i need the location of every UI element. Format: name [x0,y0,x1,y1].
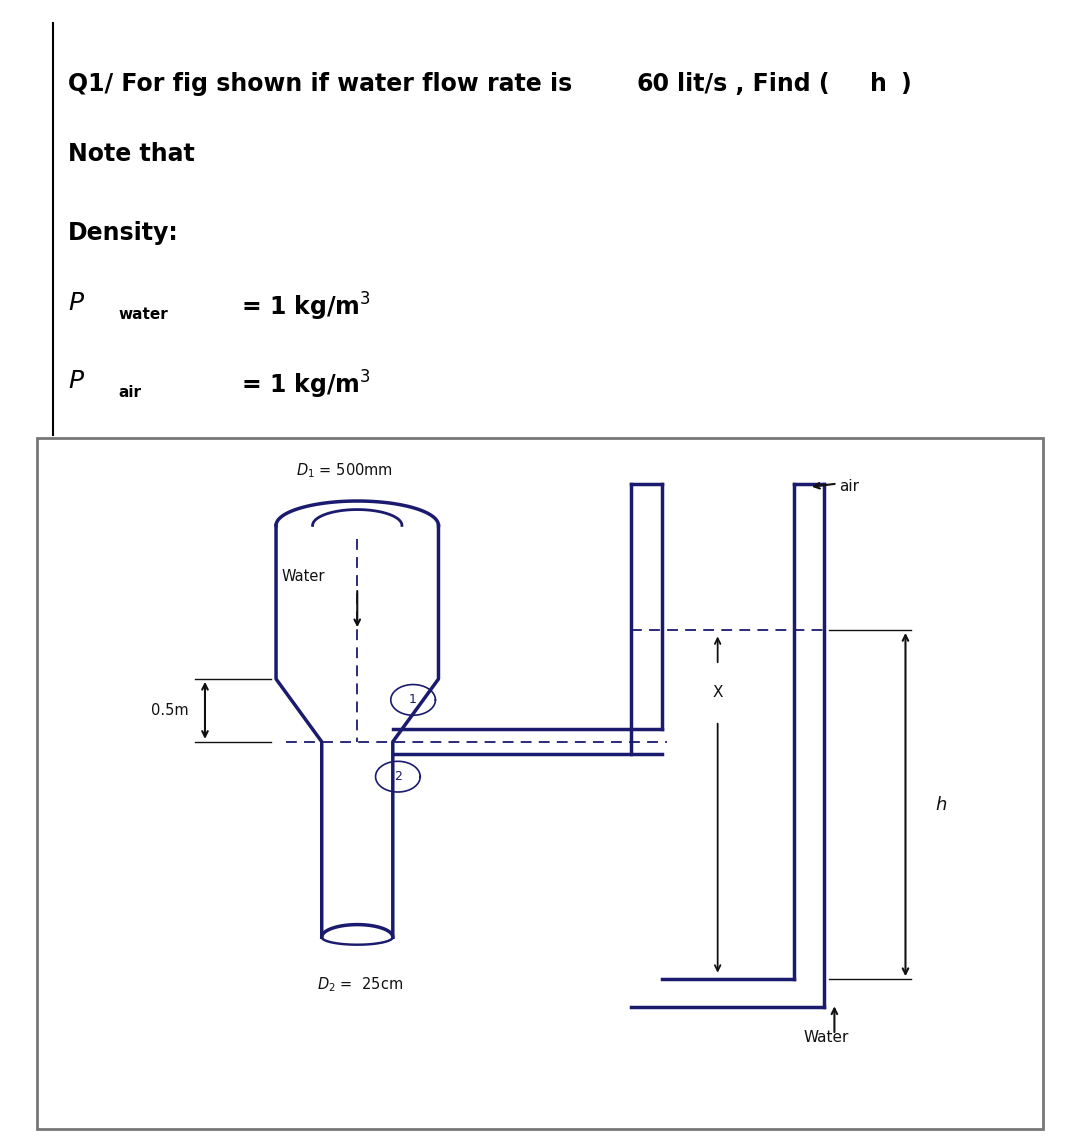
Text: $P$: $P$ [68,368,85,392]
Text: air: air [119,386,141,400]
Text: Water: Water [804,1030,849,1044]
Text: $D_1$ = 500mm: $D_1$ = 500mm [296,461,393,480]
Text: 1: 1 [409,693,417,706]
Text: water: water [119,307,168,323]
Text: $P$: $P$ [68,291,85,315]
Text: Water: Water [281,570,325,585]
Text: air: air [839,478,860,493]
Text: lit/s , Find (: lit/s , Find ( [677,72,829,96]
Text: 60: 60 [636,72,670,96]
Text: h: h [870,72,887,96]
Text: X: X [713,685,723,700]
Text: 0.5m: 0.5m [150,702,188,718]
Text: h: h [935,795,947,813]
Text: ): ) [901,72,912,96]
Text: 2: 2 [394,770,402,784]
Text: = 1 kg/m$^3$: = 1 kg/m$^3$ [241,368,370,402]
Text: = 1 kg/m$^3$: = 1 kg/m$^3$ [241,291,370,323]
Text: Q1/ For fig shown if water flow rate is: Q1/ For fig shown if water flow rate is [68,72,580,96]
Text: $D_2$ =  25cm: $D_2$ = 25cm [316,976,403,994]
Text: Density:: Density: [68,221,178,245]
Text: Note that: Note that [68,142,194,166]
